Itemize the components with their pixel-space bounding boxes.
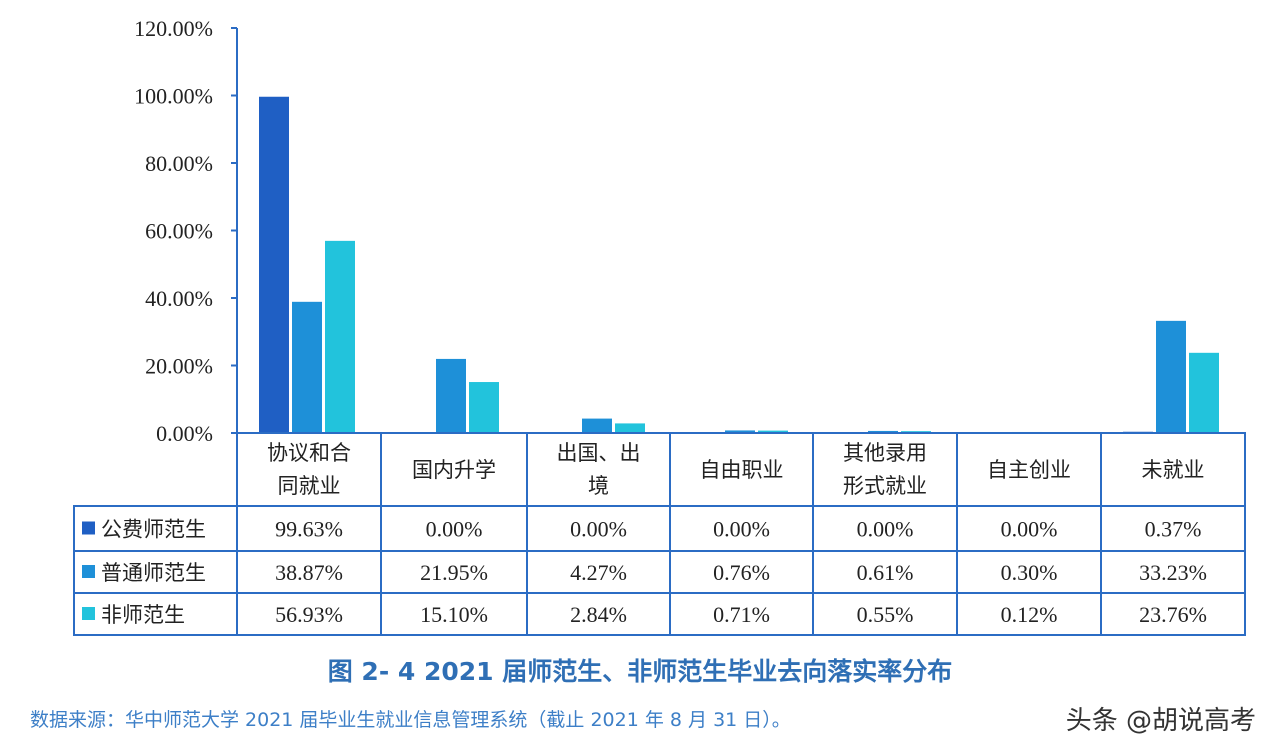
y-tick-label: 60.00% xyxy=(145,219,213,244)
category-label: 自主创业 xyxy=(987,458,1071,482)
data-label: 0.00% xyxy=(570,517,627,542)
bar-3-4 xyxy=(758,430,788,433)
y-tick-label: 20.00% xyxy=(145,354,213,379)
bar-2-4 xyxy=(725,430,755,433)
category-label: 自由职业 xyxy=(700,458,784,482)
y-axis: 0.00% 20.00% 40.00% 60.00% 80.00% 100.00% 120.… xyxy=(134,16,238,446)
bar-2-3 xyxy=(582,418,612,433)
data-label: 38.87% xyxy=(275,560,343,585)
data-label: 15.10% xyxy=(420,602,488,627)
category-label: 出国、出 xyxy=(557,441,641,465)
y-tick-label: 120.00% xyxy=(134,16,213,41)
data-label: 21.95% xyxy=(420,560,488,585)
legend-label: 公费师范生 xyxy=(101,518,206,542)
data-label: 0.71% xyxy=(713,602,770,627)
bar-3-1 xyxy=(325,240,355,433)
data-label: 33.23% xyxy=(1139,560,1207,585)
y-tick-label: 80.00% xyxy=(145,151,213,176)
data-label: 0.61% xyxy=(857,560,914,585)
y-tick-label: 0.00% xyxy=(156,421,213,446)
bar-2-1 xyxy=(292,301,322,433)
data-label: 0.55% xyxy=(857,602,914,627)
figure-caption: 图 2- 4 2021 届师范生、非师范生毕业去向落实率分布 xyxy=(327,657,953,686)
data-label: 0.76% xyxy=(713,560,770,585)
legend-swatch xyxy=(82,607,95,620)
data-label: 23.76% xyxy=(1139,602,1207,627)
bar-3-7 xyxy=(1189,352,1219,433)
category-label: 境 xyxy=(588,474,609,498)
bar-3-2 xyxy=(469,382,499,433)
y-tick-label: 100.00% xyxy=(134,84,213,109)
category-label: 形式就业 xyxy=(843,474,927,498)
bar-1-1 xyxy=(259,96,289,433)
data-label: 56.93% xyxy=(275,602,343,627)
bar-2-5 xyxy=(868,430,898,433)
data-label: 0.00% xyxy=(1001,517,1058,542)
legend-swatch xyxy=(82,521,95,535)
data-label: 0.00% xyxy=(713,517,770,542)
bar-3-3 xyxy=(615,423,645,433)
data-label: 99.63% xyxy=(275,517,343,542)
data-label: 0.37% xyxy=(1145,517,1202,542)
value-rows-frame xyxy=(73,505,1246,636)
watermark: 头条 @胡说高考 xyxy=(1065,706,1256,736)
data-label: 0.00% xyxy=(857,517,914,542)
legend-swatch xyxy=(82,565,95,578)
data-label: 0.12% xyxy=(1001,602,1058,627)
legend-label: 非师范生 xyxy=(101,603,185,627)
bar-2-7 xyxy=(1156,320,1186,433)
category-label: 国内升学 xyxy=(412,458,496,482)
data-label: 0.00% xyxy=(426,517,483,542)
data-label: 2.84% xyxy=(570,602,627,627)
y-tick-label: 40.00% xyxy=(145,286,213,311)
category-label: 其他录用 xyxy=(843,441,927,465)
category-label: 协议和合 xyxy=(267,441,351,465)
data-source-note: 数据来源：华中师范大学 2021 届毕业生就业信息管理系统（截止 2021 年 … xyxy=(30,709,791,731)
category-label: 同就业 xyxy=(278,474,341,498)
category-label: 未就业 xyxy=(1142,458,1205,482)
bars xyxy=(259,96,1219,434)
bar-2-2 xyxy=(436,358,466,433)
data-label: 0.30% xyxy=(1001,560,1058,585)
legend-label: 普通师范生 xyxy=(101,561,206,585)
data-label: 4.27% xyxy=(570,560,627,585)
